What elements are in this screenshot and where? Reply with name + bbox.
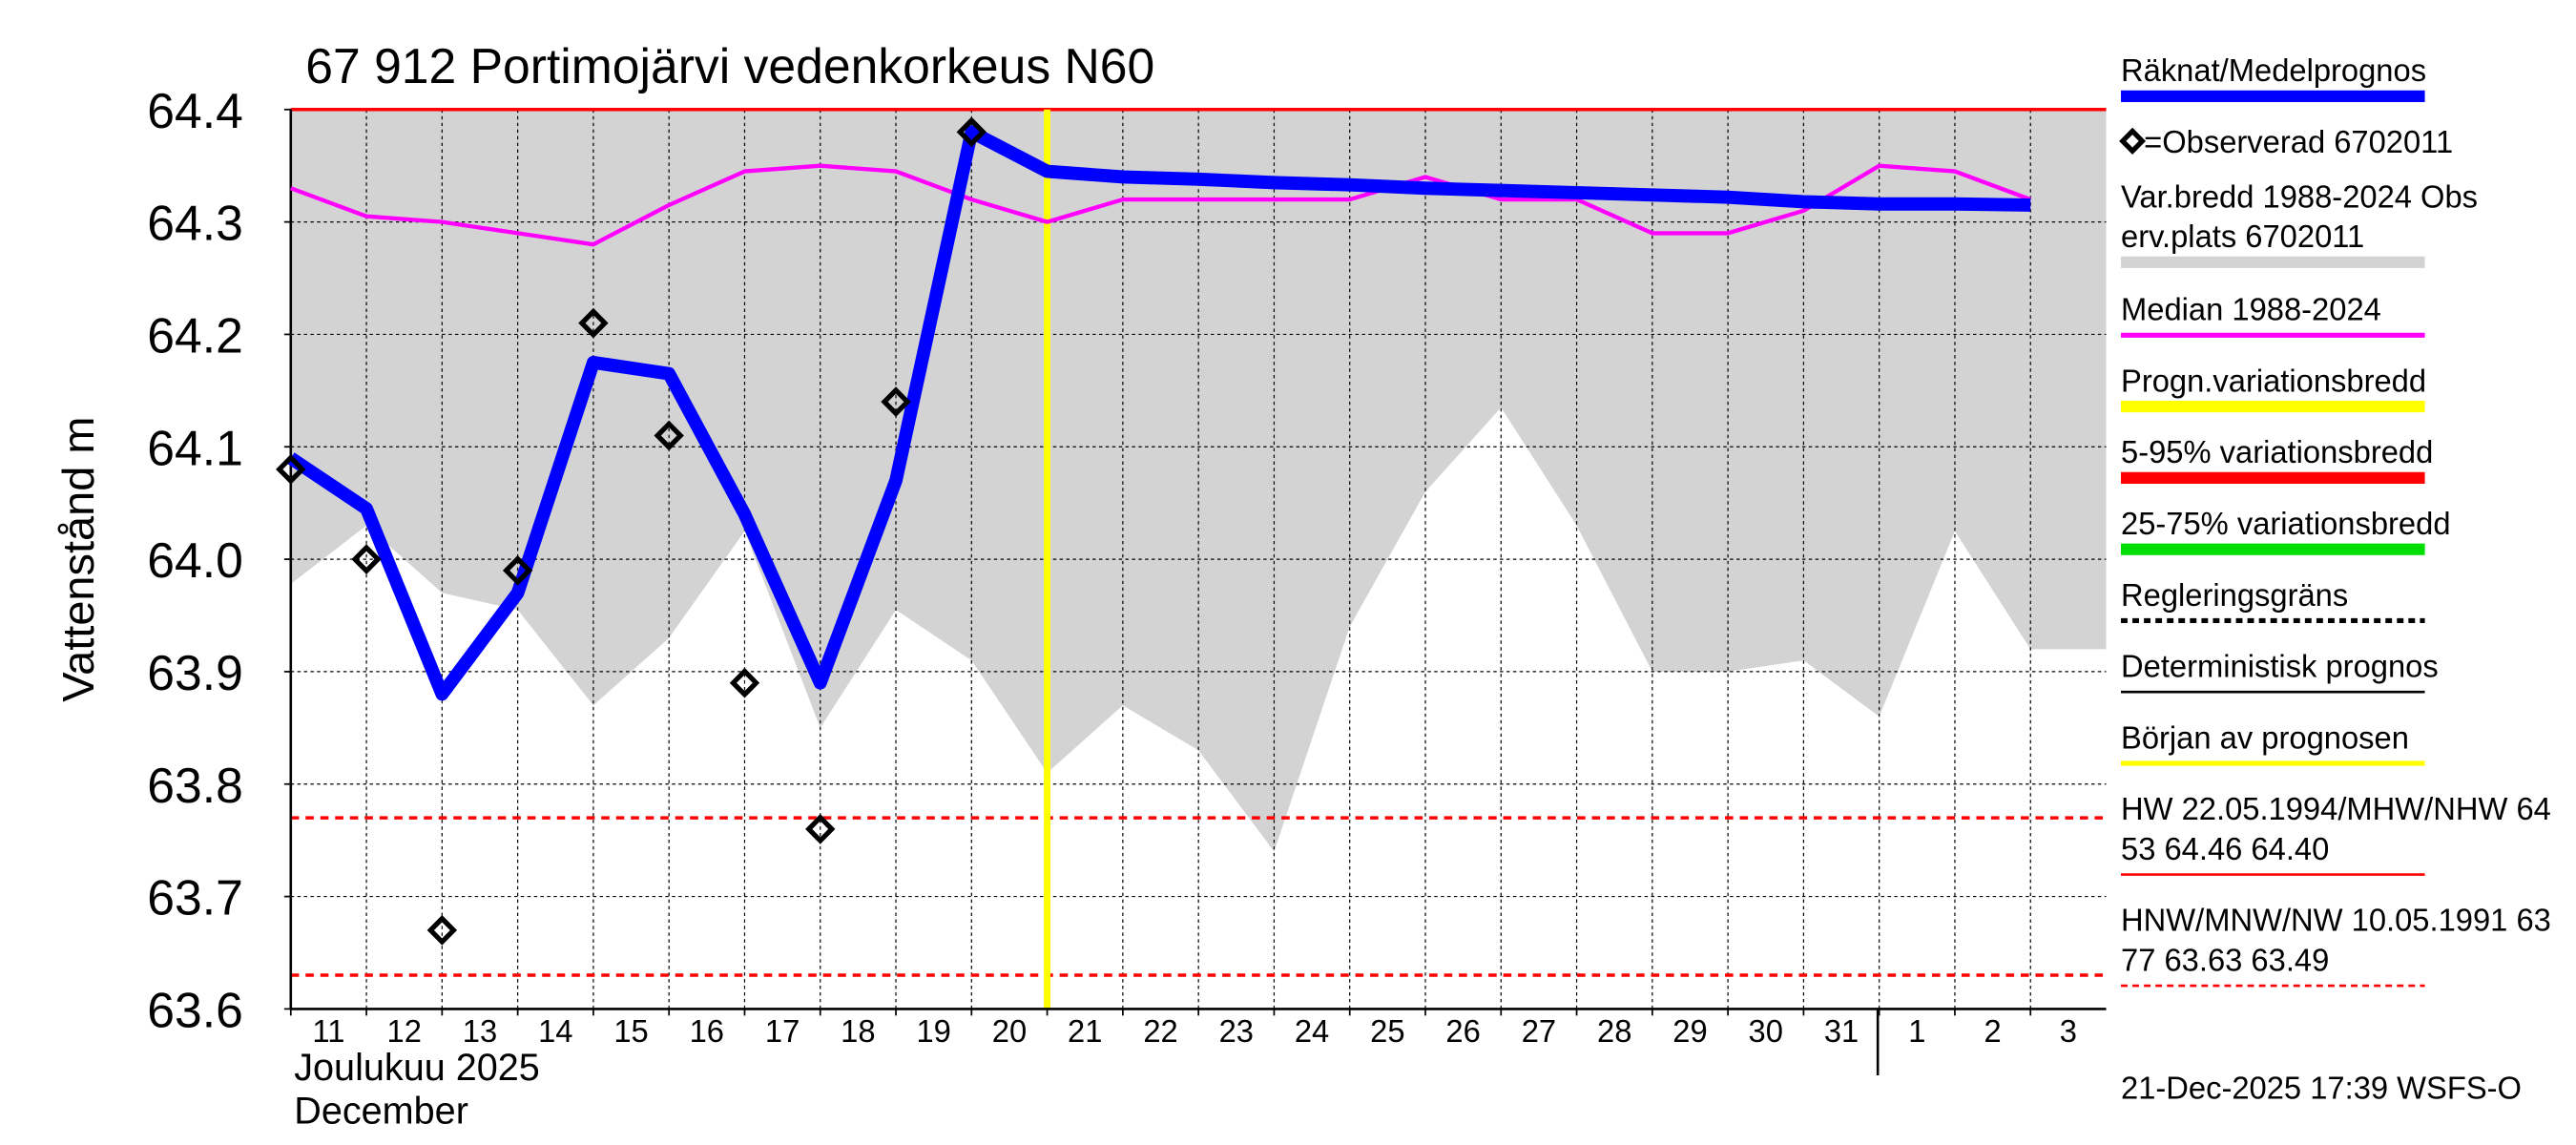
observation-marker	[351, 544, 382, 574]
legend-marker	[2119, 127, 2147, 155]
x-tick-label: 31	[1824, 1013, 1859, 1049]
observation-marker	[805, 814, 836, 844]
x-tick-label: 24	[1295, 1013, 1329, 1049]
x-tick-label: 30	[1749, 1013, 1783, 1049]
legend-label: erv.plats 6702011	[2121, 219, 2364, 254]
y-tick-label: 63.7	[147, 870, 243, 926]
legend-label: HW 22.05.1994/MHW/NHW 64	[2121, 791, 2551, 826]
legend-label: Median 1988-2024	[2121, 292, 2381, 327]
legend-label: Regleringsgräns	[2121, 577, 2348, 613]
observation-marker	[578, 307, 609, 339]
y-axis-label: Vattenstånd m	[53, 416, 103, 701]
legend-label: Var.bredd 1988-2024 Obs	[2121, 178, 2478, 214]
y-tick-label: 63.6	[147, 983, 243, 1038]
variation-band	[290, 109, 2107, 852]
x-tick-label: 28	[1597, 1013, 1631, 1049]
x-tick-label: 1	[1908, 1013, 1925, 1049]
x-tick-label: 2	[1984, 1013, 2002, 1049]
observation-marker	[502, 555, 533, 586]
x-tick-label: 14	[538, 1013, 572, 1049]
series-line	[290, 163, 2031, 247]
y-tick-label: 64.1	[147, 421, 243, 476]
x-tick-label: 23	[1219, 1013, 1254, 1049]
observation-marker	[956, 116, 987, 148]
x-tick-label: 29	[1672, 1013, 1707, 1049]
x-tick-label: 11	[312, 1013, 344, 1049]
legend-label: 77 63.63 63.49	[2121, 942, 2329, 977]
y-tick-label: 64.4	[147, 84, 243, 139]
x-tick-label: 25	[1370, 1013, 1404, 1049]
legend-label: HNW/MNW/NW 10.05.1991 63	[2121, 903, 2551, 938]
x-axis-label: December	[294, 1090, 468, 1132]
observation-marker	[729, 667, 760, 698]
chart-title: 67 912 Portimojärvi vedenkorkeus N60	[305, 39, 1154, 94]
x-tick-label: 13	[463, 1013, 497, 1049]
x-tick-label: 22	[1143, 1013, 1177, 1049]
y-tick-label: 64.2	[147, 308, 243, 364]
legend-label: Början av prognosen	[2121, 719, 2409, 755]
legend-label: Deterministisk prognos	[2121, 648, 2439, 683]
observation-marker	[276, 453, 306, 485]
y-tick-label: 64.0	[147, 533, 243, 589]
x-tick-label: 15	[613, 1013, 648, 1049]
series-line	[286, 125, 2031, 701]
legend-label: 25-75% variationsbredd	[2121, 506, 2451, 541]
x-tick-label: 19	[916, 1013, 950, 1049]
legend-label: 53 64.46 64.40	[2121, 831, 2329, 866]
observation-marker	[654, 420, 684, 451]
y-tick-label: 63.9	[147, 646, 243, 701]
x-tick-label: 26	[1445, 1013, 1480, 1049]
y-tick-label: 64.3	[147, 197, 243, 252]
observation-marker	[426, 915, 458, 946]
x-tick-label: 27	[1522, 1013, 1556, 1049]
x-tick-label: 18	[841, 1013, 875, 1049]
x-tick-label: 3	[2060, 1013, 2077, 1049]
x-tick-label: 21	[1068, 1013, 1102, 1049]
x-axis-label: Joulukuu 2025	[294, 1047, 540, 1089]
legend-label: Räknat/Medelprognos	[2121, 52, 2426, 88]
legend-label: 5-95% variationsbredd	[2121, 434, 2433, 469]
legend-label: =Observerad 6702011	[2144, 124, 2453, 159]
observation-marker	[881, 386, 911, 417]
x-tick-label: 17	[765, 1013, 800, 1049]
legend-label: Progn.variationsbredd	[2121, 363, 2426, 398]
x-tick-label: 12	[387, 1013, 422, 1049]
x-tick-label: 16	[690, 1013, 724, 1049]
footer: 21-Dec-2025 17:39 WSFS-O	[2121, 1070, 2522, 1105]
y-tick-label: 63.8	[147, 759, 243, 814]
x-tick-label: 20	[992, 1013, 1027, 1049]
